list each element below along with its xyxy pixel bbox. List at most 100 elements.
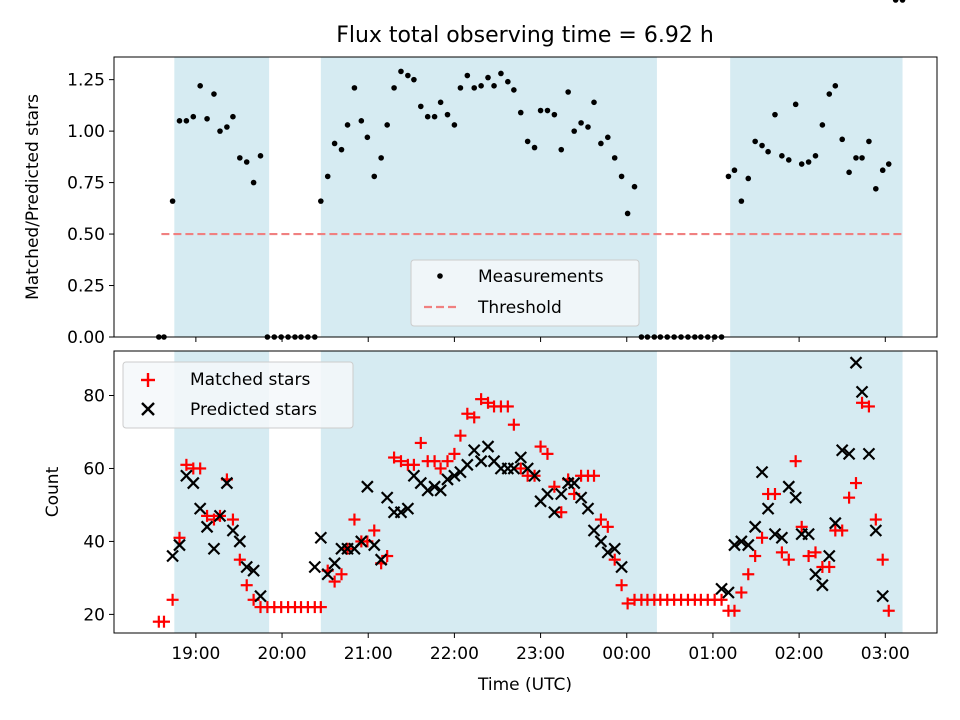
measurement-point <box>565 89 571 95</box>
matched-star-point <box>368 524 381 537</box>
matched-star-point <box>414 436 427 449</box>
matched-star-point <box>789 455 802 468</box>
predicted-star-point <box>173 538 186 552</box>
measurement-point <box>230 113 236 120</box>
bottom-y-tick-label: 40 <box>83 532 105 552</box>
predicted-star-point <box>394 505 408 519</box>
matched-star-point <box>434 462 447 475</box>
predicted-star-point <box>567 476 581 490</box>
matched-star-point <box>407 458 420 471</box>
bottom-y-label: Count <box>43 466 63 517</box>
measurement-point <box>424 113 431 120</box>
matched-star-point <box>240 579 253 592</box>
predicted-star-point <box>361 480 374 493</box>
bottom-x-tick-label: 19:00 <box>171 644 220 664</box>
predicted-star-point <box>789 491 802 504</box>
measurement-point <box>759 142 765 149</box>
bottom-x-tick-label: 02:00 <box>775 644 824 664</box>
measurement-point <box>257 153 264 159</box>
matched-star-point <box>548 480 561 493</box>
measurement-point <box>598 140 604 147</box>
measurement-point <box>819 122 826 128</box>
measurement-point <box>618 173 625 180</box>
matched-star-point <box>756 531 769 544</box>
measurement-point <box>498 70 504 77</box>
measurement-point <box>391 85 397 91</box>
measurement-point <box>725 173 732 180</box>
matched-star-point <box>802 550 815 563</box>
legend-measurements-label: Measurements <box>478 267 604 287</box>
bottom-axes-frame <box>113 350 938 634</box>
predicted-star-point <box>601 546 615 559</box>
matched-star-point <box>394 455 407 468</box>
predicted-star-point <box>448 469 461 483</box>
measurement-point <box>405 72 411 79</box>
matched-star-point <box>514 462 527 475</box>
predicted-star-point <box>220 476 234 490</box>
predicted-star-point <box>608 542 621 556</box>
matched-star-point <box>428 455 441 468</box>
top-legend: Measurements Threshold <box>410 259 640 327</box>
matched-star-point <box>233 553 246 566</box>
measurement-point <box>250 179 257 186</box>
predicted-star-point <box>775 531 789 545</box>
measurement-point <box>197 83 203 89</box>
predicted-star-point <box>541 487 554 501</box>
matched-star-point <box>314 601 327 614</box>
bottom-x-tick-label: 01:00 <box>688 644 737 664</box>
matched-star-point <box>482 396 495 409</box>
predicted-star-point <box>166 549 179 563</box>
measurement-point <box>765 148 771 155</box>
measurement-point <box>873 185 879 192</box>
bottom-x-tick-label: 22:00 <box>430 644 479 664</box>
matched-star-point <box>869 513 882 526</box>
measurement-point <box>224 124 230 130</box>
measurement-point <box>511 87 517 93</box>
predicted-star-point <box>481 440 495 453</box>
bottom-y-tick-label: 60 <box>83 459 105 479</box>
legend-predicted-marker <box>141 402 155 416</box>
top-shaded-intervals <box>174 57 903 337</box>
top-y-tick-label: 0.00 <box>67 328 105 348</box>
predicted-star-point <box>581 502 595 515</box>
predicted-star-point <box>748 520 762 534</box>
predicted-star-point <box>461 458 474 472</box>
measurement-point <box>243 159 250 165</box>
bottom-x-tick-label: 23:00 <box>516 644 565 664</box>
predicted-star-point <box>816 578 829 592</box>
measurement-point <box>624 210 631 217</box>
measurement-point <box>846 169 852 176</box>
measurement-point <box>517 109 524 116</box>
measurement-point <box>183 118 190 124</box>
measurement-point <box>779 153 785 159</box>
measurement-point <box>491 83 497 89</box>
matched-star-point <box>454 429 467 442</box>
matched-star-point <box>381 550 394 563</box>
predicted-star-point <box>761 502 775 515</box>
predicted-star-point <box>434 484 447 497</box>
measurement-point <box>531 144 538 151</box>
predicted-star-point <box>328 557 341 570</box>
measurement-point <box>351 85 358 91</box>
measurement-point <box>190 113 197 120</box>
predicted-star-point <box>735 535 748 548</box>
predicted-star-point <box>862 447 876 461</box>
top-y-tick-label: 0.25 <box>67 277 105 297</box>
matched-star-point <box>742 568 755 581</box>
measurement-point <box>457 85 464 91</box>
predicted-star-point <box>507 462 521 475</box>
matched-star-point <box>348 513 361 526</box>
measurement-point <box>358 118 365 124</box>
measurement-point <box>899 0 906 3</box>
predicted-star-point <box>367 538 381 552</box>
measurement-point <box>853 155 859 161</box>
measurement-point <box>411 76 417 83</box>
top-x-ticks <box>195 337 886 342</box>
matched-star-point <box>608 553 621 566</box>
measurement-point <box>805 159 812 165</box>
matched-star-point <box>768 488 781 501</box>
top-y-tick-label: 0.50 <box>67 225 105 245</box>
predicted-star-point <box>213 509 227 523</box>
matched-star-point <box>823 560 836 573</box>
